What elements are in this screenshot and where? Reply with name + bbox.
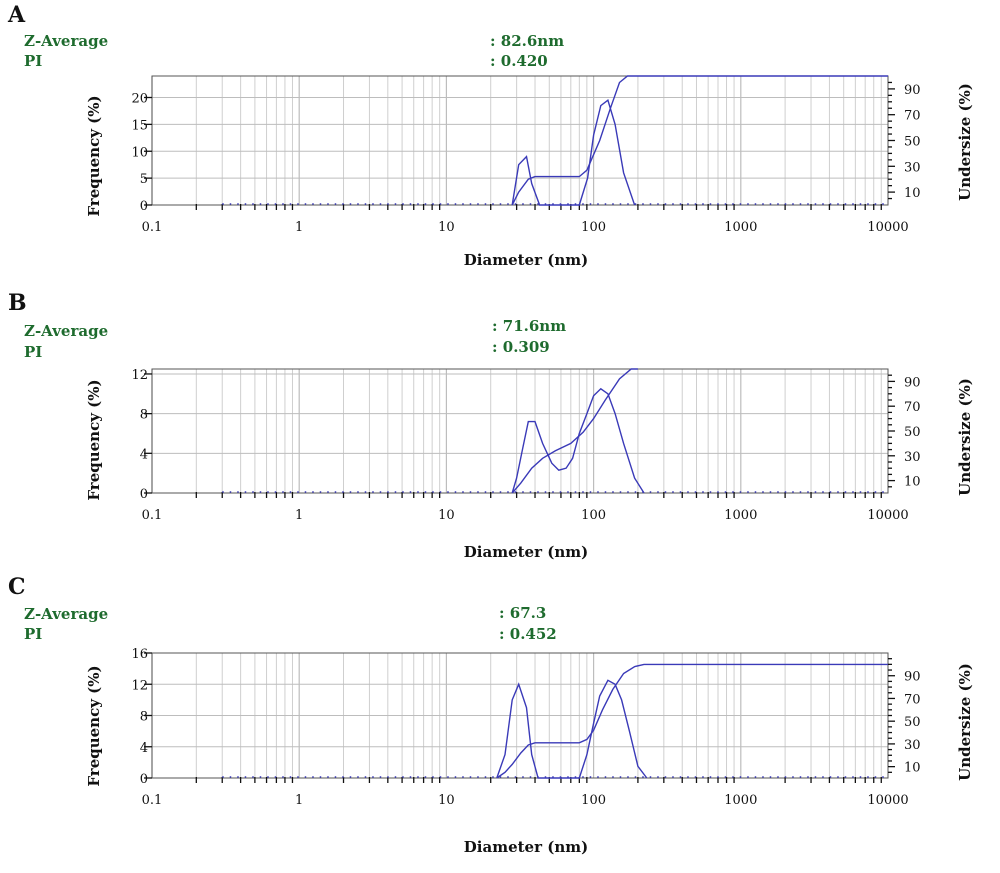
y-tick-label-left: 16 — [131, 647, 148, 662]
y-tick-label-right: 30 — [904, 738, 921, 753]
x-tick-label: 0.1 — [142, 220, 163, 235]
y-tick-label-right: 10 — [904, 475, 921, 490]
y-tick-label-right: 10 — [904, 761, 921, 776]
undersize-series-line — [496, 663, 888, 779]
y-axis-title-left: Frequency (%) — [85, 379, 103, 500]
undersize-series-line — [511, 368, 638, 494]
x-tick-label: 10 — [438, 793, 455, 808]
frequency-series-line — [511, 99, 636, 206]
plot-area: 0.1 1 10 100 1000 10000 0 4 8 12 10 30 50 70 90 — [131, 368, 920, 523]
y-tick-label-left: 10 — [131, 145, 148, 160]
frequency-series-line — [511, 387, 645, 494]
pi-value: : 0.309 — [492, 338, 550, 356]
x-tick-label: 100 — [581, 508, 606, 523]
z-average-value: : 82.6nm — [490, 32, 564, 50]
plot-frame — [151, 75, 889, 206]
z-average-label: Z-Average — [24, 32, 108, 50]
x-tick-label: 10000 — [867, 508, 908, 523]
y-tick-label-left: 0 — [140, 199, 148, 214]
y-tick-label-left: 8 — [140, 710, 148, 725]
x-tick-label: 10000 — [867, 793, 908, 808]
y-axis-title-right: Undersize (%) — [956, 83, 974, 201]
x-tick-label: 1000 — [724, 508, 757, 523]
pi-value: : 0.420 — [490, 52, 548, 70]
y-tick-label-right: 30 — [904, 450, 921, 465]
pi-label: PI — [24, 625, 42, 643]
panel-letter: B — [8, 290, 27, 316]
y-tick-label-right: 50 — [904, 425, 921, 440]
y-tick-label-left: 5 — [140, 172, 148, 187]
frequency-series-line — [496, 679, 648, 779]
z-average-value: : 67.3 — [499, 604, 546, 622]
y-tick-label-left: 4 — [140, 741, 148, 756]
y-tick-label-right: 50 — [904, 715, 921, 730]
panel-letter: A — [7, 2, 26, 28]
y-axis-title-right: Undersize (%) — [956, 663, 974, 781]
y-tick-label-left: 15 — [131, 118, 148, 133]
x-tick-label: 10000 — [867, 220, 908, 235]
x-tick-label: 1000 — [724, 793, 757, 808]
x-axis-title: Diameter (nm) — [464, 543, 588, 561]
undersize-series-line — [511, 75, 888, 206]
x-tick-label: 1 — [295, 220, 303, 235]
z-average-label: Z-Average — [24, 605, 108, 623]
y-axis-title-left: Frequency (%) — [85, 95, 103, 216]
x-tick-label: 1 — [295, 793, 303, 808]
y-tick-label-right: 90 — [904, 83, 921, 98]
x-axis-title: Diameter (nm) — [464, 251, 588, 269]
x-tick-label: 10 — [438, 508, 455, 523]
y-tick-label-left: 12 — [131, 368, 148, 383]
x-tick-label: 10 — [438, 220, 455, 235]
z-average-value: : 71.6nm — [492, 317, 566, 335]
y-tick-label-right: 70 — [904, 109, 921, 124]
plot-area: 0.1 1 10 100 1000 10000 0 4 8 12 16 10 30 50 70 90 — [131, 647, 920, 808]
plot-area: 0.1 1 10 100 1000 10000 0 5 10 15 20 10 30 50 70 90 — [131, 75, 921, 235]
y-tick-label-right: 90 — [904, 375, 921, 390]
x-tick-label: 0.1 — [142, 508, 163, 523]
panel-letter: C — [8, 574, 26, 600]
y-tick-label-right: 70 — [904, 692, 921, 707]
y-tick-label-left: 8 — [140, 408, 148, 423]
y-tick-label-right: 90 — [904, 670, 921, 685]
y-tick-label-left: 20 — [131, 92, 148, 107]
y-axis-title-right: Undersize (%) — [956, 378, 974, 496]
plot-frame — [151, 368, 889, 494]
y-tick-label-left: 4 — [140, 447, 148, 462]
x-tick-label: 1 — [295, 508, 303, 523]
panel-c: C Z-Average PI : 67.3 : 0.452 0.1 1 10 100 1… — [8, 574, 974, 856]
x-axis-title: Diameter (nm) — [464, 838, 588, 856]
panel-a: A Z-Average PI : 82.6nm : 0.420 0.1 1 10 10… — [7, 2, 974, 269]
y-tick-label-right: 10 — [904, 186, 921, 201]
x-tick-label: 100 — [581, 793, 606, 808]
pi-value: : 0.452 — [499, 625, 557, 643]
x-tick-label: 0.1 — [142, 793, 163, 808]
x-tick-label: 100 — [581, 220, 606, 235]
x-tick-label: 1000 — [724, 220, 757, 235]
panel-b: B Z-Average PI : 71.6nm : 0.309 0.1 1 10 10… — [8, 290, 974, 561]
y-tick-label-right: 50 — [904, 135, 921, 150]
y-tick-label-left: 0 — [140, 487, 148, 502]
z-average-label: Z-Average — [24, 322, 108, 340]
y-tick-label-left: 0 — [140, 772, 148, 787]
pi-label: PI — [24, 343, 42, 361]
y-axis-title-left: Frequency (%) — [85, 665, 103, 786]
y-tick-label-left: 12 — [131, 678, 148, 693]
pi-label: PI — [24, 52, 42, 70]
y-tick-label-right: 30 — [904, 160, 921, 175]
y-tick-label-right: 70 — [904, 400, 921, 415]
